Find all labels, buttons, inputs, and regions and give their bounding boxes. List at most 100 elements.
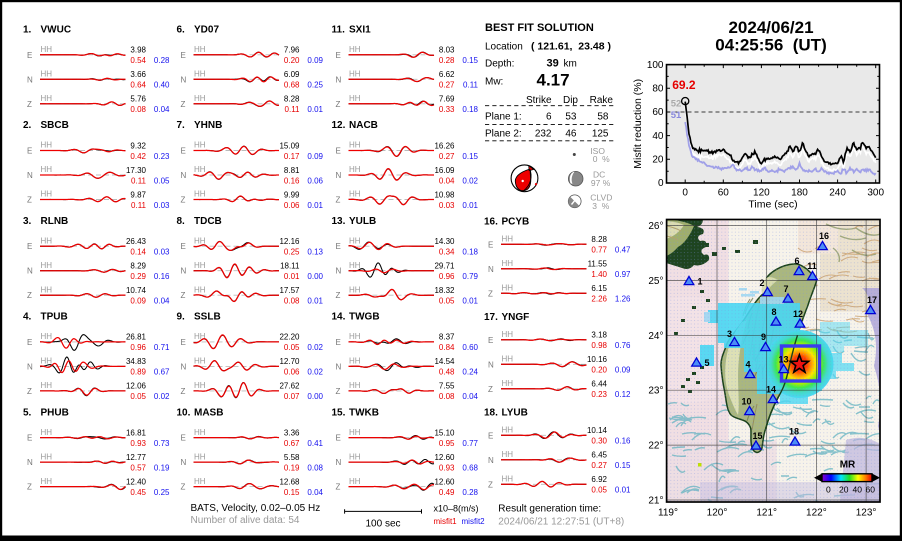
svg-text:DC: DC [593,170,605,180]
svg-text:34.83: 34.83 [126,357,147,366]
svg-text:HH: HH [194,477,206,486]
svg-text:6.: 6. [177,25,186,36]
svg-text:0.67: 0.67 [154,368,170,377]
svg-text:15.09: 15.09 [279,141,300,150]
svg-text:N: N [181,458,187,467]
svg-text:10.14: 10.14 [587,426,608,435]
svg-text:5.76: 5.76 [130,95,146,104]
svg-text:232: 232 [535,128,552,139]
svg-text:E: E [336,338,341,347]
svg-text:2024/06/21 12:27:51 (UT+8): 2024/06/21 12:27:51 (UT+8) [498,517,624,528]
svg-text:3: 3 [727,329,732,339]
svg-text:14.54: 14.54 [434,357,455,366]
svg-text:0.04: 0.04 [154,105,170,114]
svg-text:SSLB: SSLB [194,312,221,323]
svg-text:( 121.61, 23.48 ): ( 121.61, 23.48 ) [531,41,611,53]
svg-text:9: 9 [761,332,766,342]
svg-text:x10–8(m/s): x10–8(m/s) [434,504,479,514]
svg-text:HH: HH [502,259,514,268]
svg-text:18: 18 [789,427,799,437]
svg-text:100 sec: 100 sec [365,519,400,530]
svg-text:MASB: MASB [194,407,223,418]
svg-text:HH: HH [41,236,53,245]
svg-text:0.77: 0.77 [591,246,607,255]
svg-text:18.: 18. [484,407,498,418]
svg-text:TPUB: TPUB [41,312,68,323]
svg-text:1.: 1. [23,25,32,36]
svg-text:0.11: 0.11 [285,105,301,114]
svg-text:0.29: 0.29 [130,272,146,281]
svg-text:HH: HH [349,261,361,270]
svg-text:N: N [27,458,33,467]
svg-text:12.16: 12.16 [279,237,300,246]
svg-text:97 %: 97 % [591,178,611,188]
svg-text:0.18: 0.18 [462,248,478,257]
svg-text:0.27: 0.27 [439,81,455,90]
svg-text:N: N [336,171,342,180]
svg-text:7.: 7. [177,120,186,131]
svg-text:HH: HH [349,165,361,174]
svg-text:3.98: 3.98 [130,46,146,55]
svg-text:E: E [336,242,341,251]
svg-text:11.: 11. [332,25,346,36]
svg-text:E: E [488,336,493,345]
svg-text:7.69: 7.69 [439,95,455,104]
svg-text:N: N [181,267,187,276]
svg-text:N: N [27,171,33,180]
svg-text:0.05: 0.05 [591,486,607,495]
svg-text:HH: HH [349,332,361,341]
svg-text:4.: 4. [23,312,32,323]
svg-text:10.74: 10.74 [126,286,147,295]
svg-text:0.76: 0.76 [615,341,631,350]
svg-text:2.: 2. [23,120,32,131]
svg-text:0.14: 0.14 [130,248,146,257]
svg-text:6.44: 6.44 [591,380,607,389]
svg-text:122°: 122° [806,508,827,519]
svg-text:BEST FIT SOLUTION: BEST FIT SOLUTION [485,22,594,34]
svg-text:15: 15 [752,431,762,441]
svg-text:25°: 25° [648,276,663,287]
svg-text:0.57: 0.57 [130,463,146,472]
svg-text:0.27: 0.27 [439,152,455,161]
svg-text:HH: HH [349,285,361,294]
svg-text:8.03: 8.03 [439,46,455,55]
svg-text:0.03: 0.03 [154,201,170,210]
svg-text:12.68: 12.68 [279,477,300,486]
svg-text:HH: HH [41,165,53,174]
svg-text:N: N [27,75,33,84]
svg-text:0.12: 0.12 [615,390,631,399]
svg-text:HH: HH [502,379,514,388]
svg-text:HH: HH [502,235,514,244]
svg-text:0.96: 0.96 [439,272,455,281]
svg-text:26.81: 26.81 [126,333,147,342]
svg-text:0.08: 0.08 [284,297,300,306]
svg-text:Z: Z [181,196,186,205]
svg-text:HH: HH [349,428,361,437]
svg-text:12.40: 12.40 [126,477,147,486]
svg-text:0.00: 0.00 [307,272,323,281]
svg-text:0.97: 0.97 [615,270,631,279]
svg-text:HH: HH [41,261,53,270]
svg-text:8.: 8. [177,216,186,227]
svg-text:46: 46 [565,128,577,139]
svg-text:HH: HH [194,285,206,294]
svg-text:0.05: 0.05 [130,392,146,401]
svg-text:0.04: 0.04 [439,176,455,185]
svg-text:9.99: 9.99 [284,190,300,199]
svg-text:60: 60 [718,188,730,199]
svg-text:6.09: 6.09 [284,70,300,79]
svg-text:0.49: 0.49 [439,488,455,497]
svg-text:0: 0 [826,485,831,495]
svg-text:0.45: 0.45 [130,488,146,497]
svg-text:0.02: 0.02 [307,368,323,377]
svg-text:Z: Z [336,387,341,396]
svg-text:Z: Z [336,483,341,492]
svg-text:0.04: 0.04 [307,488,323,497]
svg-text:0.03: 0.03 [439,201,455,210]
svg-text:Z: Z [488,289,493,298]
svg-text:123°: 123° [856,508,877,519]
svg-text:4.17: 4.17 [537,71,570,90]
svg-text:12.06: 12.06 [126,382,147,391]
svg-text:E: E [181,147,186,156]
svg-text:N: N [181,75,187,84]
